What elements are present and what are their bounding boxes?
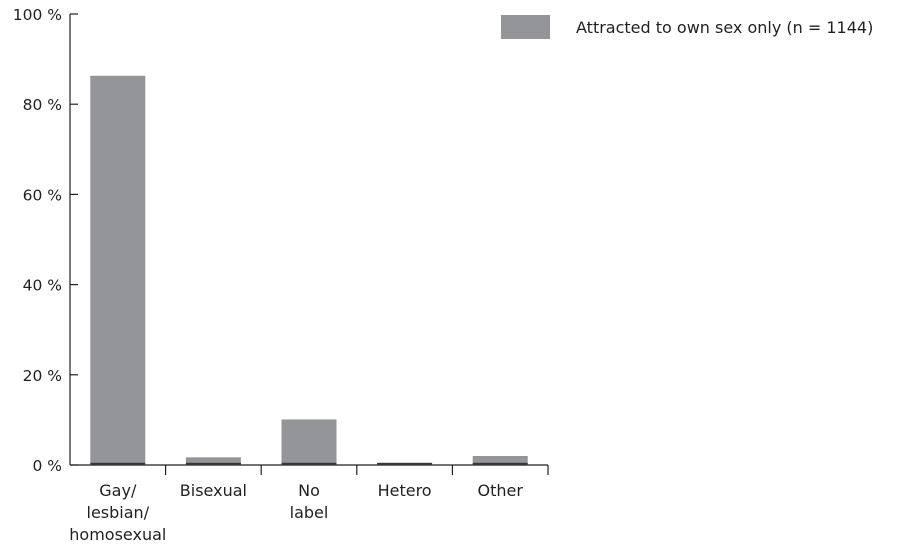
- x-category-label: Bisexual: [180, 481, 247, 500]
- bar: [472, 455, 528, 465]
- x-category-label-line: label: [290, 503, 329, 522]
- y-tick-label: 0 %: [32, 457, 62, 475]
- y-tick-label: 20 %: [23, 367, 62, 385]
- x-category-label: Gay/lesbian/homosexual: [69, 481, 166, 544]
- bar-base: [185, 462, 241, 465]
- x-category-label-line: No: [298, 481, 320, 500]
- bar: [185, 457, 241, 465]
- x-category-label: Hetero: [378, 481, 432, 500]
- x-category-label-line: Bisexual: [180, 481, 247, 500]
- bar-base: [90, 462, 146, 465]
- x-category-label: No label: [290, 481, 329, 522]
- x-category-label-line: lesbian/: [87, 503, 150, 522]
- bar-base: [281, 462, 337, 465]
- legend-swatch: [501, 15, 550, 39]
- y-tick-label: 100 %: [13, 6, 62, 24]
- bars: [90, 75, 528, 466]
- y-tick-label: 40 %: [23, 277, 62, 295]
- bar-base: [377, 462, 433, 465]
- bar: [281, 419, 337, 465]
- x-category-label-line: Other: [477, 481, 523, 500]
- x-category-label: Other: [477, 481, 523, 500]
- y-tick-label: 60 %: [23, 186, 62, 204]
- x-category-label-line: Gay/: [99, 481, 137, 500]
- x-category-label-line: Hetero: [378, 481, 432, 500]
- x-category-label-line: homosexual: [69, 525, 166, 544]
- y-tick-label: 80 %: [23, 96, 62, 114]
- legend: Attracted to own sex only (n = 1144): [501, 15, 873, 39]
- labels: 0 % 20 % 40 % 60 % 80 % 100 % Gay/lesbian/homo…: [13, 6, 524, 544]
- bar: [90, 75, 146, 466]
- legend-label: Attracted to own sex only (n = 1144): [576, 18, 873, 37]
- bar-base: [472, 462, 528, 465]
